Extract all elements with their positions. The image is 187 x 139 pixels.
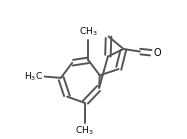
Text: O: O: [154, 48, 161, 58]
Text: CH$_3$: CH$_3$: [75, 125, 94, 137]
Text: CH$_3$: CH$_3$: [79, 26, 98, 38]
Text: H$_3$C: H$_3$C: [24, 70, 43, 83]
